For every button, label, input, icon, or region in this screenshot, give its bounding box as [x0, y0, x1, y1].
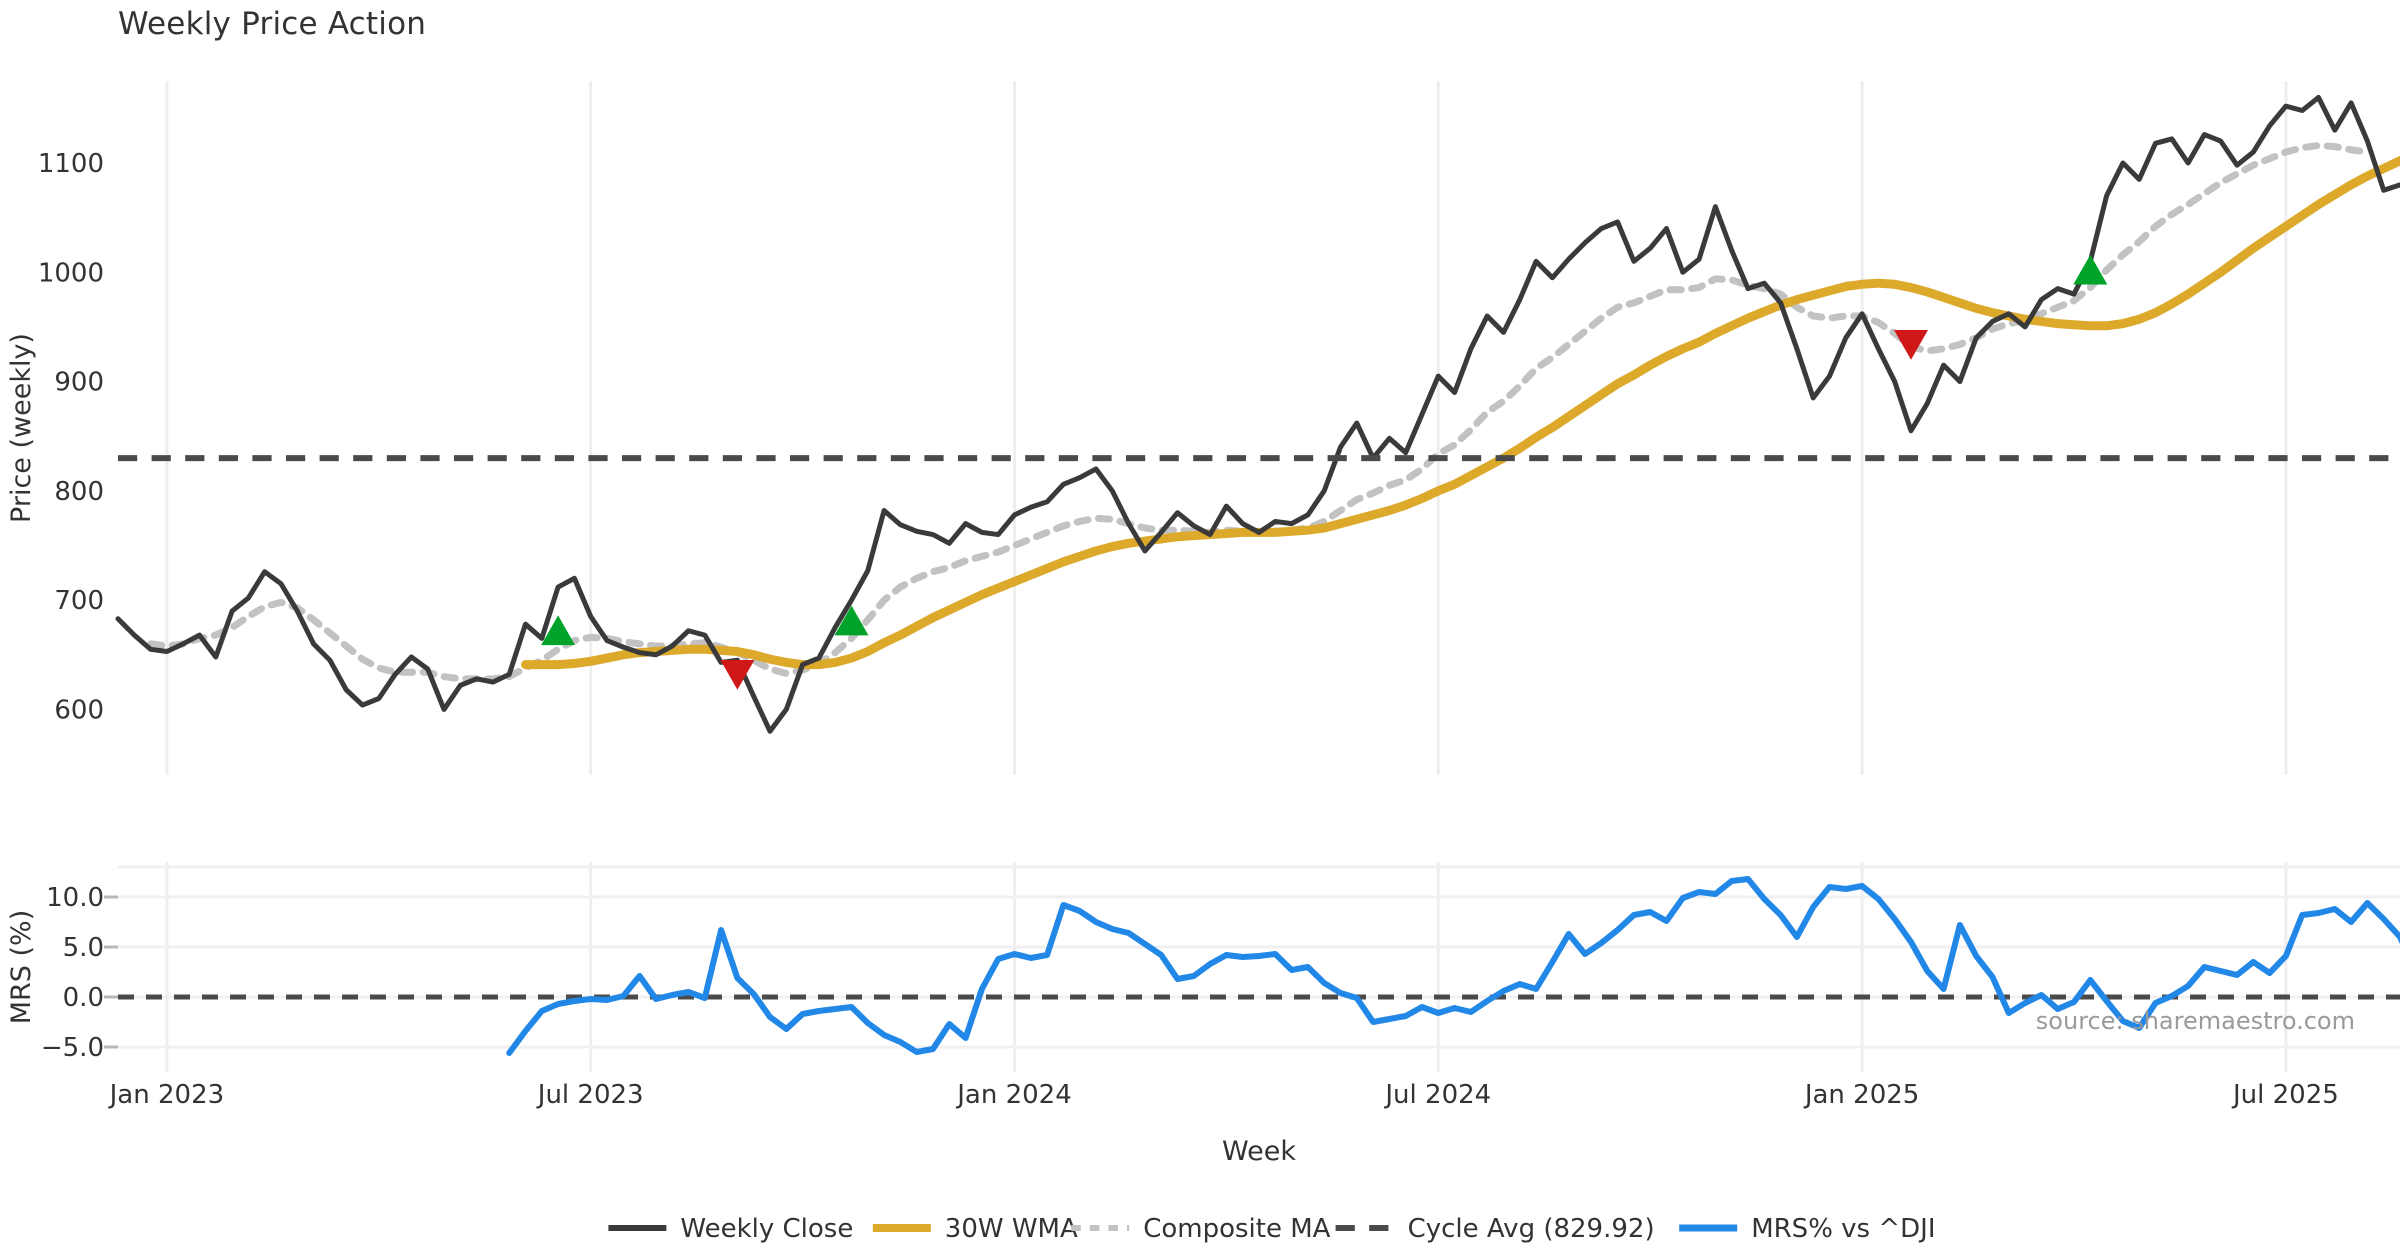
series-line: [115, 94, 2400, 734]
series-line: [506, 876, 2400, 1056]
chart-title: Weekly Price Action: [118, 6, 427, 42]
y-tick-label-mrs: −5.0: [41, 1033, 104, 1063]
x-tick-label: Jan 2025: [1803, 1080, 1920, 1110]
legend-label: Weekly Close: [680, 1214, 853, 1244]
legend-item: Cycle Avg (829.92): [1335, 1214, 1655, 1244]
sell-marker-triangle: [1894, 329, 1928, 360]
buy-marker-triangle: [541, 615, 576, 646]
legend-item: MRS% vs ^DJI: [1679, 1214, 1936, 1244]
sell-marker-triangle: [720, 660, 755, 690]
y-axis-label-mrs: MRS (%): [6, 910, 37, 1025]
x-axis-label: Week: [1222, 1136, 1296, 1167]
y-tick-label-price: 600: [54, 695, 104, 725]
x-tick-label: Jul 2024: [1383, 1080, 1491, 1110]
source-watermark: source: sharemaestro.com: [2036, 1007, 2355, 1035]
x-tick-label: Jan 2023: [108, 1080, 225, 1110]
series-line: [521, 155, 2400, 670]
legend-label: 30W WMA: [945, 1214, 1078, 1244]
y-tick-label-price: 900: [54, 368, 104, 398]
x-tick-label: Jul 2023: [536, 1080, 644, 1110]
buy-marker-triangle: [834, 605, 869, 636]
legend-item: 30W WMA: [872, 1214, 1078, 1244]
y-tick-label-price: 800: [54, 477, 104, 507]
y-axis-label-price: Price (weekly): [6, 333, 37, 523]
y-tick-label-price: 1000: [38, 258, 104, 288]
y-tick-label-price: 1100: [38, 149, 104, 179]
series-line: [147, 141, 2371, 683]
buy-marker-triangle: [2073, 254, 2108, 285]
y-tick-label-mrs: 0.0: [63, 983, 104, 1013]
x-tick-label: Jan 2024: [955, 1080, 1072, 1110]
legend-item: Weekly Close: [608, 1214, 853, 1244]
legend-label: MRS% vs ^DJI: [1751, 1214, 1935, 1244]
y-tick-label-price: 700: [54, 586, 104, 616]
y-tick-label-mrs: 5.0: [63, 933, 104, 963]
legend-label: Composite MA: [1143, 1214, 1330, 1244]
legend-item: Composite MA: [1071, 1214, 1331, 1244]
y-tick-label-mrs: 10.0: [46, 883, 104, 913]
x-tick-label: Jul 2025: [2231, 1080, 2339, 1110]
legend-label: Cycle Avg (829.92): [1408, 1214, 1655, 1244]
